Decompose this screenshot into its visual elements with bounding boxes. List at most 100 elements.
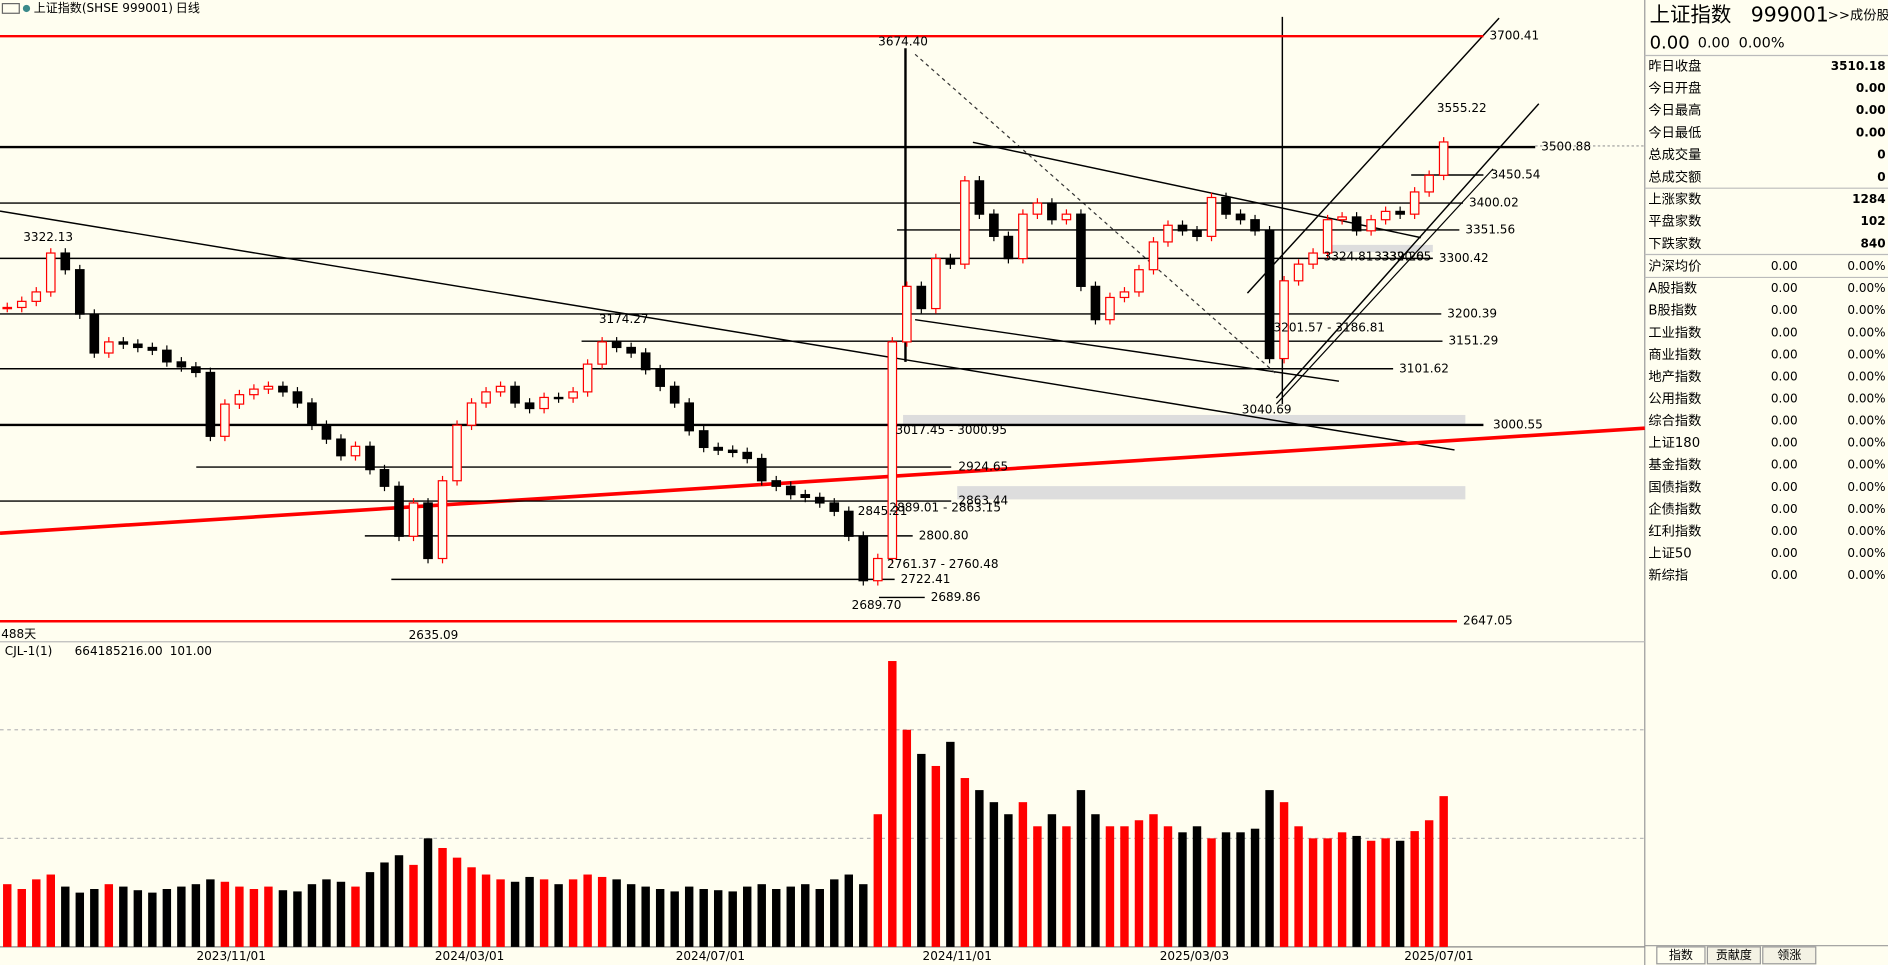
candle bbox=[176, 361, 187, 368]
price-annotation: 2845.21 bbox=[858, 504, 908, 518]
candle bbox=[1380, 210, 1391, 221]
volume-bar bbox=[104, 884, 114, 947]
candle bbox=[756, 457, 767, 482]
volume-bar bbox=[1192, 826, 1202, 947]
candle bbox=[1206, 196, 1217, 237]
volume-bar bbox=[1018, 802, 1028, 947]
x-tick-label: 2025/03/03 bbox=[1160, 949, 1229, 963]
candle bbox=[640, 352, 651, 371]
candle bbox=[669, 385, 680, 404]
volume-bar bbox=[1105, 826, 1115, 947]
candle bbox=[321, 424, 332, 440]
tab[interactable] bbox=[1706, 946, 1761, 965]
volume-bar bbox=[946, 741, 955, 947]
candle bbox=[582, 363, 593, 393]
period-selector[interactable]: 日线 bbox=[176, 1, 200, 15]
row-label: 上涨家数 bbox=[1648, 191, 1701, 208]
volume-bar bbox=[684, 886, 694, 947]
row-value: 3510.18 bbox=[1831, 59, 1886, 73]
index-name: 国债指数 bbox=[1648, 479, 1701, 495]
constituents-link[interactable]: >>成份股 bbox=[1828, 8, 1888, 24]
candle bbox=[785, 485, 796, 496]
indicator-name: CJL-1(1) bbox=[5, 644, 53, 658]
x-tick-label: 2024/07/01 bbox=[676, 949, 745, 963]
candle bbox=[989, 213, 999, 237]
candle bbox=[524, 402, 535, 410]
price-annotation: 3322.13 bbox=[23, 230, 73, 244]
index-value: 0.00 bbox=[1771, 458, 1798, 472]
index-change: 0.00% bbox=[1847, 568, 1885, 582]
candle bbox=[104, 341, 114, 354]
candle bbox=[147, 346, 158, 351]
volume-bar bbox=[989, 802, 999, 947]
index-change: 0.00% bbox=[1847, 502, 1885, 516]
tab-label[interactable]: 贡献度 bbox=[1716, 947, 1752, 962]
candle bbox=[481, 391, 491, 404]
volume-bar bbox=[1207, 838, 1216, 947]
candle bbox=[611, 341, 622, 349]
volume-bar bbox=[917, 753, 926, 947]
candle bbox=[1134, 269, 1144, 293]
volume-bar bbox=[1033, 826, 1042, 947]
candle bbox=[858, 535, 869, 582]
index-name: 商业指数 bbox=[1648, 347, 1701, 363]
panel-code: 999001 bbox=[1751, 3, 1829, 27]
level-label: 2924.65 bbox=[958, 460, 1008, 474]
price-annotation: 3017.45 - 3000.95 bbox=[895, 423, 1007, 437]
index-value: 0.00 bbox=[1771, 281, 1798, 295]
volume-bar bbox=[1337, 832, 1347, 947]
volume-bar bbox=[380, 862, 389, 947]
candle bbox=[220, 403, 230, 437]
index-value: 0.00 bbox=[1771, 568, 1798, 582]
volume-bar bbox=[119, 886, 128, 947]
candle bbox=[902, 285, 912, 343]
row-label: 昨日收盘 bbox=[1648, 57, 1701, 74]
candle bbox=[205, 371, 216, 437]
candle bbox=[1424, 174, 1434, 193]
tab[interactable] bbox=[1762, 946, 1817, 965]
candle bbox=[1119, 291, 1130, 299]
candle bbox=[263, 385, 274, 390]
candle bbox=[1192, 230, 1202, 237]
trend-line bbox=[0, 210, 1455, 451]
x-tick-label: 2025/07/01 bbox=[1404, 949, 1473, 963]
gap-band bbox=[957, 486, 1466, 500]
volume-bar bbox=[525, 876, 534, 947]
index-change: 0.00% bbox=[1847, 414, 1885, 428]
level-label: 3101.62 bbox=[1399, 361, 1449, 375]
volume-bar bbox=[1149, 814, 1158, 947]
volume-bar bbox=[264, 886, 273, 947]
volume-bar bbox=[655, 889, 665, 947]
candle bbox=[843, 510, 854, 537]
volume-bar bbox=[249, 889, 259, 947]
price-annotation: 2761.37 - 2760.48 bbox=[887, 557, 999, 571]
quote-value: 0.00 bbox=[1698, 35, 1730, 51]
volume-bar bbox=[728, 891, 737, 947]
candle bbox=[1293, 263, 1304, 282]
candle bbox=[162, 349, 172, 363]
candle bbox=[495, 385, 506, 393]
index-change: 0.00% bbox=[1847, 259, 1885, 273]
gap-band bbox=[903, 414, 1466, 425]
price-annotation: 2635.09 bbox=[409, 628, 459, 642]
tab-label[interactable]: 指数 bbox=[1669, 947, 1693, 962]
row-value: 0.00 bbox=[1856, 103, 1886, 117]
volume-bar bbox=[191, 884, 201, 947]
candle bbox=[1322, 219, 1333, 254]
row-label: 总成交量 bbox=[1648, 146, 1701, 163]
candle bbox=[1018, 213, 1028, 260]
volume-bar bbox=[641, 886, 650, 947]
tab[interactable] bbox=[1656, 946, 1706, 965]
volume-bar bbox=[597, 876, 607, 947]
volume-bar bbox=[583, 874, 592, 947]
tab-label[interactable]: 领涨 bbox=[1777, 947, 1801, 962]
candle bbox=[916, 285, 927, 310]
candle bbox=[307, 402, 317, 426]
price-annotation: 2689.70 bbox=[852, 598, 902, 612]
index-change: 0.00% bbox=[1847, 347, 1885, 361]
volume-bar bbox=[1178, 832, 1187, 947]
candle bbox=[31, 291, 42, 302]
menu-icon[interactable] bbox=[1, 3, 20, 14]
price-annotation: 3040.69 bbox=[1242, 403, 1292, 417]
